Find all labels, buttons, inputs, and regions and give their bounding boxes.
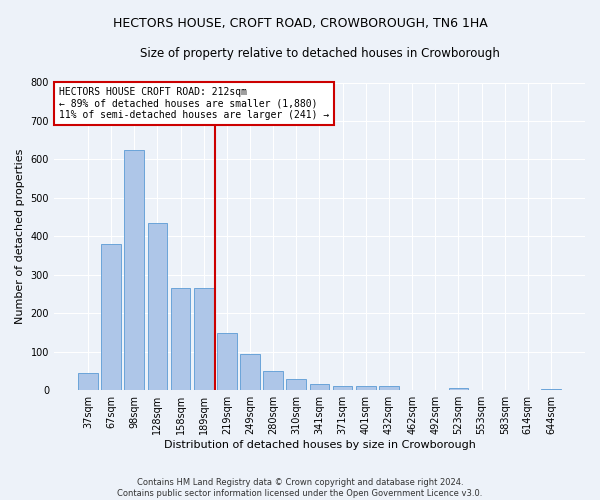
Text: Contains HM Land Registry data © Crown copyright and database right 2024.
Contai: Contains HM Land Registry data © Crown c… xyxy=(118,478,482,498)
Title: Size of property relative to detached houses in Crowborough: Size of property relative to detached ho… xyxy=(140,48,499,60)
Bar xyxy=(78,373,98,390)
Bar xyxy=(170,288,190,390)
Y-axis label: Number of detached properties: Number of detached properties xyxy=(15,148,25,324)
Text: HECTORS HOUSE CROFT ROAD: 212sqm
← 89% of detached houses are smaller (1,880)
11: HECTORS HOUSE CROFT ROAD: 212sqm ← 89% o… xyxy=(59,87,329,120)
X-axis label: Distribution of detached houses by size in Crowborough: Distribution of detached houses by size … xyxy=(164,440,475,450)
Bar xyxy=(356,386,376,390)
Bar xyxy=(310,384,329,390)
Bar xyxy=(194,288,214,390)
Bar xyxy=(379,386,399,390)
Bar xyxy=(263,371,283,390)
Bar xyxy=(240,354,260,390)
Bar xyxy=(333,386,352,390)
Text: HECTORS HOUSE, CROFT ROAD, CROWBOROUGH, TN6 1HA: HECTORS HOUSE, CROFT ROAD, CROWBOROUGH, … xyxy=(113,18,487,30)
Bar xyxy=(124,150,144,390)
Bar xyxy=(101,244,121,390)
Bar xyxy=(286,378,306,390)
Bar xyxy=(148,223,167,390)
Bar xyxy=(217,332,236,390)
Bar xyxy=(449,388,468,390)
